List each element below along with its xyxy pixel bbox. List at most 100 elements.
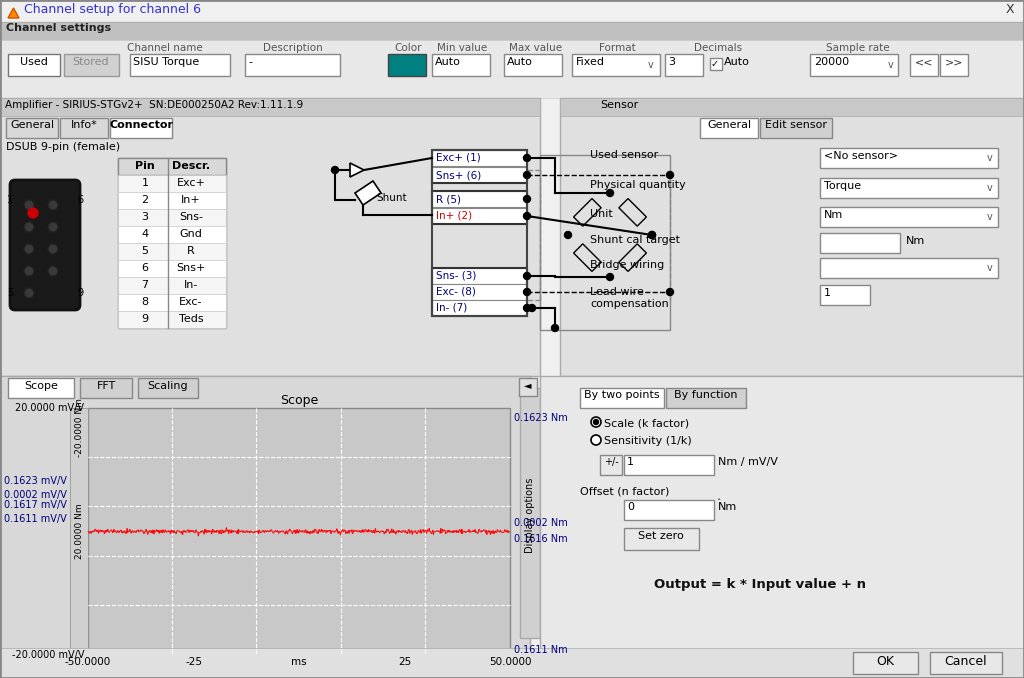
Text: FFT: FFT <box>96 381 116 391</box>
Bar <box>110 118 172 138</box>
Text: Stored: Stored <box>73 57 110 67</box>
Bar <box>118 158 226 175</box>
Text: Format: Format <box>599 43 635 53</box>
Bar <box>245 54 340 76</box>
Polygon shape <box>573 199 601 226</box>
Circle shape <box>523 172 530 178</box>
Text: Pin: Pin <box>135 161 155 171</box>
Bar <box>665 54 703 76</box>
Text: -20.0000 Nm: -20.0000 Nm <box>75 399 84 458</box>
Text: Sns-: Sns- <box>179 212 203 222</box>
Text: Edit sensor: Edit sensor <box>765 120 827 130</box>
Text: Fixed: Fixed <box>575 57 605 67</box>
Bar <box>63 54 119 76</box>
Polygon shape <box>573 244 601 271</box>
Text: Nm / mV/V: Nm / mV/V <box>718 457 778 467</box>
Text: Unit: Unit <box>590 209 612 219</box>
Bar <box>432 284 527 300</box>
FancyBboxPatch shape <box>10 180 80 310</box>
Text: <No sensor>: <No sensor> <box>824 151 898 161</box>
Circle shape <box>523 155 530 161</box>
Text: In- (7): In- (7) <box>436 303 467 313</box>
Bar <box>118 192 226 209</box>
Text: ms: ms <box>291 657 307 667</box>
Text: Auto: Auto <box>507 57 532 67</box>
Bar <box>853 652 918 674</box>
Text: Used sensor: Used sensor <box>590 150 658 160</box>
Bar <box>0 376 530 678</box>
Text: Exc-: Exc- <box>179 297 203 307</box>
Text: Connector: Connector <box>109 120 173 130</box>
Text: Physical quantity: Physical quantity <box>590 180 686 190</box>
Text: v: v <box>987 153 993 163</box>
Bar <box>118 311 226 328</box>
Bar <box>388 54 426 76</box>
Bar <box>118 209 226 226</box>
Bar <box>820 178 998 198</box>
Bar <box>138 378 198 398</box>
Bar <box>520 388 540 638</box>
Text: 20.0000 Nm: 20.0000 Nm <box>75 503 84 559</box>
Bar <box>118 243 226 260</box>
Bar <box>600 455 622 475</box>
Bar <box>432 300 527 316</box>
Text: By function: By function <box>674 390 737 400</box>
Text: 4: 4 <box>141 229 148 239</box>
Text: ˆ: ˆ <box>716 499 720 508</box>
Text: v: v <box>888 60 894 70</box>
Text: By two points: By two points <box>584 390 659 400</box>
Text: Bridge wiring: Bridge wiring <box>590 260 665 270</box>
Text: General: General <box>10 120 54 130</box>
Circle shape <box>24 200 34 210</box>
Circle shape <box>648 231 655 239</box>
Bar <box>820 233 900 253</box>
Text: DSUB 9-pin (female): DSUB 9-pin (female) <box>6 142 120 152</box>
Text: -: - <box>248 57 252 67</box>
Text: Sensitivity (1/k): Sensitivity (1/k) <box>604 436 692 446</box>
Text: 2: 2 <box>141 195 148 205</box>
Text: Output = k * Input value + n: Output = k * Input value + n <box>654 578 866 591</box>
Text: 0.1611 mV/V: 0.1611 mV/V <box>4 514 67 524</box>
Text: 1: 1 <box>7 195 13 205</box>
Bar <box>820 258 998 278</box>
Text: Nm: Nm <box>906 236 926 246</box>
Text: Display options: Display options <box>525 477 535 553</box>
Text: Cancel: Cancel <box>945 655 987 668</box>
Text: 8: 8 <box>141 297 148 307</box>
Polygon shape <box>350 163 364 177</box>
Circle shape <box>332 167 339 174</box>
Text: OK: OK <box>876 655 894 668</box>
Text: <<: << <box>914 57 933 67</box>
Text: Scope: Scope <box>280 394 318 407</box>
Text: Teds: Teds <box>178 314 204 324</box>
Bar <box>540 155 670 330</box>
Text: v: v <box>648 60 654 70</box>
Bar <box>560 98 1024 376</box>
Bar <box>624 455 714 475</box>
Text: Descr.: Descr. <box>172 161 210 171</box>
Text: Torque: Torque <box>824 181 861 191</box>
Text: R (5): R (5) <box>436 194 461 204</box>
Bar <box>432 150 527 166</box>
Circle shape <box>606 189 613 197</box>
Text: Gnd: Gnd <box>179 229 203 239</box>
Text: Used: Used <box>20 57 48 67</box>
Circle shape <box>591 417 601 427</box>
Text: Channel settings: Channel settings <box>6 23 112 33</box>
Polygon shape <box>355 181 381 205</box>
Text: 5: 5 <box>141 246 148 256</box>
Text: 0.1623 mV/V: 0.1623 mV/V <box>4 476 67 486</box>
Circle shape <box>523 304 530 311</box>
Text: General: General <box>707 120 751 130</box>
Text: X: X <box>1006 3 1015 16</box>
Text: ✓: ✓ <box>711 59 719 69</box>
Text: 9: 9 <box>141 314 148 324</box>
Text: Sensor: Sensor <box>600 100 638 110</box>
Bar <box>0 98 540 116</box>
Circle shape <box>24 266 34 276</box>
Bar <box>118 175 226 192</box>
Text: 0.0002 mV/V: 0.0002 mV/V <box>4 490 67 500</box>
Bar <box>820 148 998 168</box>
Bar <box>432 208 527 224</box>
Text: 20.0000 mV/V: 20.0000 mV/V <box>15 403 84 413</box>
